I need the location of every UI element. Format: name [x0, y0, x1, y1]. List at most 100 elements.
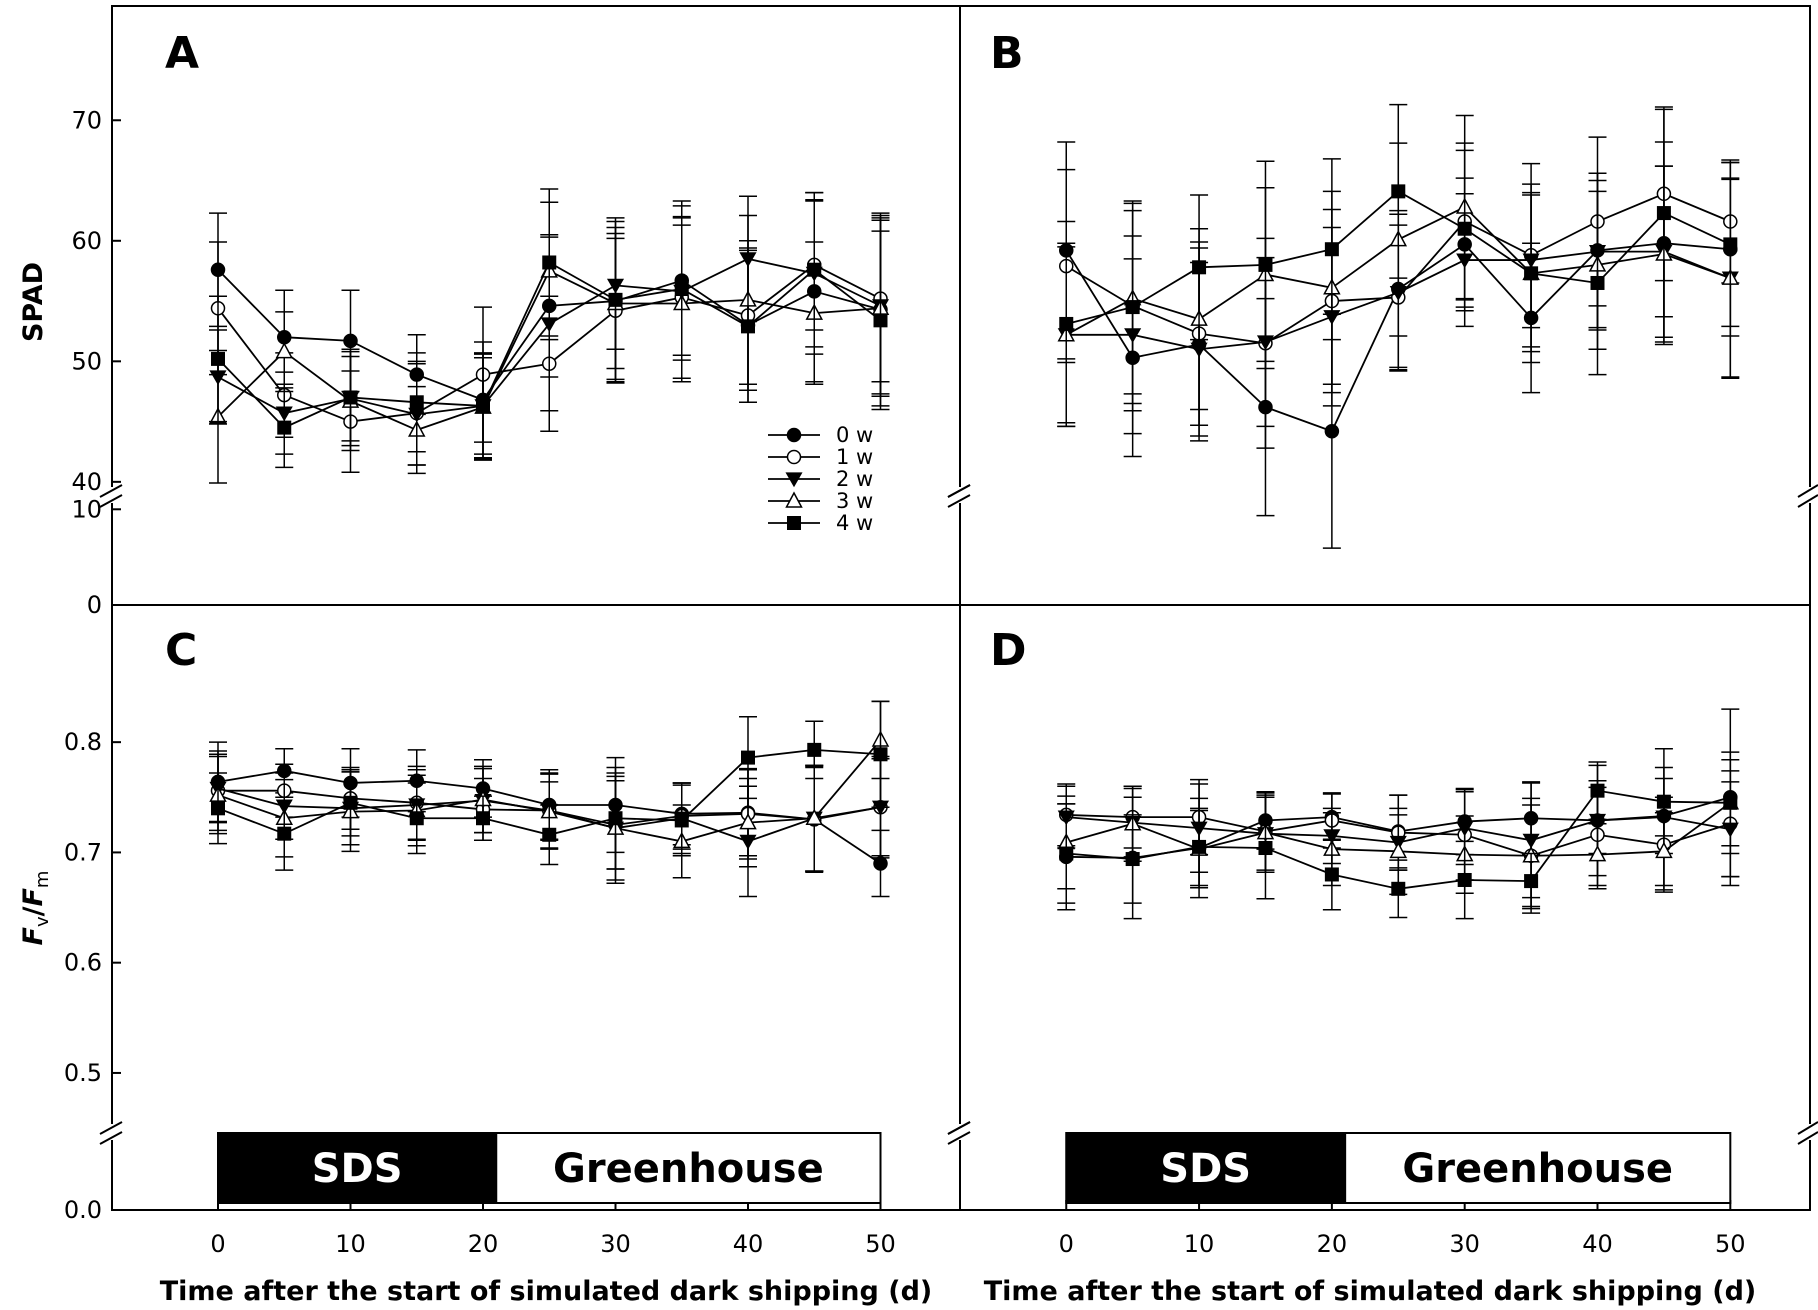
legend-label: 4 w — [836, 511, 873, 535]
data-point — [1059, 846, 1074, 861]
data-point — [1524, 266, 1539, 281]
phase-bands: SDS Greenhouse SDS Greenhouse — [217, 1132, 1732, 1204]
data-point — [1590, 783, 1605, 798]
data-point — [1059, 316, 1074, 331]
data-point — [1655, 841, 1673, 859]
phase-band-label: SDS — [1160, 1146, 1251, 1192]
data-point — [1656, 206, 1671, 221]
panel-label-d: D — [990, 625, 1027, 676]
phase-band-greenhouse — [1344, 1132, 1732, 1204]
axis-break-mark — [947, 1121, 971, 1135]
axis-break-mark — [1797, 1131, 1818, 1145]
panel-data-c — [209, 700, 890, 898]
panel-frame-a — [111, 5, 961, 606]
panel-frame-b — [959, 5, 1811, 606]
axis-break-mark — [947, 484, 971, 498]
panel-label-b: B — [990, 28, 1024, 79]
data-point — [211, 351, 225, 366]
y-tick-label: 60 — [71, 227, 102, 255]
x-tick-label: 30 — [600, 1230, 631, 1258]
phase-band-greenhouse — [495, 1132, 882, 1204]
legend-label: 0 w — [836, 423, 873, 447]
data-point — [1457, 221, 1472, 236]
x-axis-title-right: Time after the start of simulated dark s… — [984, 1276, 1757, 1307]
data-point — [275, 342, 294, 359]
x-tick-label: 10 — [335, 1230, 366, 1258]
y-tick-label: 50 — [71, 347, 102, 375]
data-point — [277, 826, 292, 841]
data-point — [741, 319, 755, 334]
legend-marker — [786, 427, 802, 443]
fvfm-sub-m: m — [32, 871, 53, 889]
data-point — [1723, 795, 1738, 810]
data-point — [608, 292, 623, 307]
phase-band-label: Greenhouse — [1402, 1146, 1673, 1192]
axis-break-mark — [99, 484, 123, 498]
data-point — [1192, 260, 1207, 275]
axis-break-mark — [947, 494, 971, 508]
data-point — [873, 856, 888, 871]
data-point — [1324, 242, 1339, 257]
x-tick-label: 10 — [1184, 1230, 1215, 1258]
data-point — [1391, 881, 1406, 896]
data-point — [409, 395, 424, 410]
axis-break-mark — [947, 1131, 971, 1145]
data-point — [1324, 867, 1339, 882]
y-tick-label: 70 — [71, 106, 102, 134]
axis-break-gap — [1802, 1124, 1818, 1140]
data-point — [674, 813, 689, 828]
data-point — [1588, 845, 1607, 862]
axis-break-gap — [1802, 487, 1818, 503]
data-point — [1258, 841, 1273, 856]
fvfm-slash: / — [18, 906, 49, 916]
y-tick-label: 0.0 — [64, 1196, 102, 1224]
data-point — [674, 282, 689, 296]
panel-frame-d — [959, 604, 1811, 1211]
x-tick-label: 40 — [733, 1230, 764, 1258]
data-point — [277, 420, 292, 435]
legend: 0 w1 w2 w3 w4 w — [768, 423, 873, 535]
labels-layer: A B C D SPAD Fv/Fm Time after the start … — [18, 28, 1756, 1307]
legend-marker — [785, 472, 803, 488]
y-tick-label: 40 — [71, 468, 102, 496]
axis-break-mark — [1797, 1121, 1818, 1135]
data-point — [1125, 852, 1140, 867]
fvfm-sub-v: v — [32, 916, 53, 927]
panel-label-c: C — [165, 625, 197, 676]
data-point — [1389, 841, 1408, 859]
x-tick-label: 40 — [1582, 1230, 1613, 1258]
y-axis-title-spad: SPAD — [18, 262, 49, 342]
data-point — [211, 801, 225, 816]
data-point — [343, 390, 358, 405]
fvfm-f2: F — [18, 888, 49, 907]
data-point — [739, 813, 757, 830]
data-point — [805, 808, 824, 825]
x-tick-label: 0 — [1059, 1230, 1074, 1258]
panel-frame-c — [111, 604, 961, 1211]
panel-frames — [111, 5, 1811, 1211]
y-tick-label: 0.6 — [64, 949, 102, 977]
x-tick-label: 0 — [210, 1230, 225, 1258]
data-point — [476, 398, 490, 413]
data-point — [1391, 184, 1406, 199]
axis-break-mark — [99, 1131, 123, 1145]
data-point — [807, 262, 822, 277]
axes-layer: 40 50 60 70 0 10 0.5 0.6 0.7 0.8 0.0 0 10 20 30 40 50 0 10… — [64, 106, 1818, 1258]
x-tick-label: 50 — [1715, 1230, 1746, 1258]
legend-marker — [786, 449, 802, 465]
data-layer — [209, 103, 1740, 920]
panel-data-d — [1057, 708, 1740, 920]
data-point — [1590, 275, 1605, 290]
axis-break-mark — [1797, 484, 1818, 498]
legend-label: 1 w — [836, 445, 873, 469]
x-tick-label: 30 — [1449, 1230, 1480, 1258]
phase-band-sds — [1065, 1132, 1347, 1204]
y-tick-label: 0.7 — [64, 838, 102, 866]
data-point — [542, 255, 557, 270]
data-point — [807, 742, 822, 757]
data-point — [1324, 423, 1340, 439]
legend-marker — [785, 491, 803, 508]
data-point — [476, 811, 490, 826]
x-axis-title-left: Time after the start of simulated dark s… — [160, 1276, 933, 1307]
